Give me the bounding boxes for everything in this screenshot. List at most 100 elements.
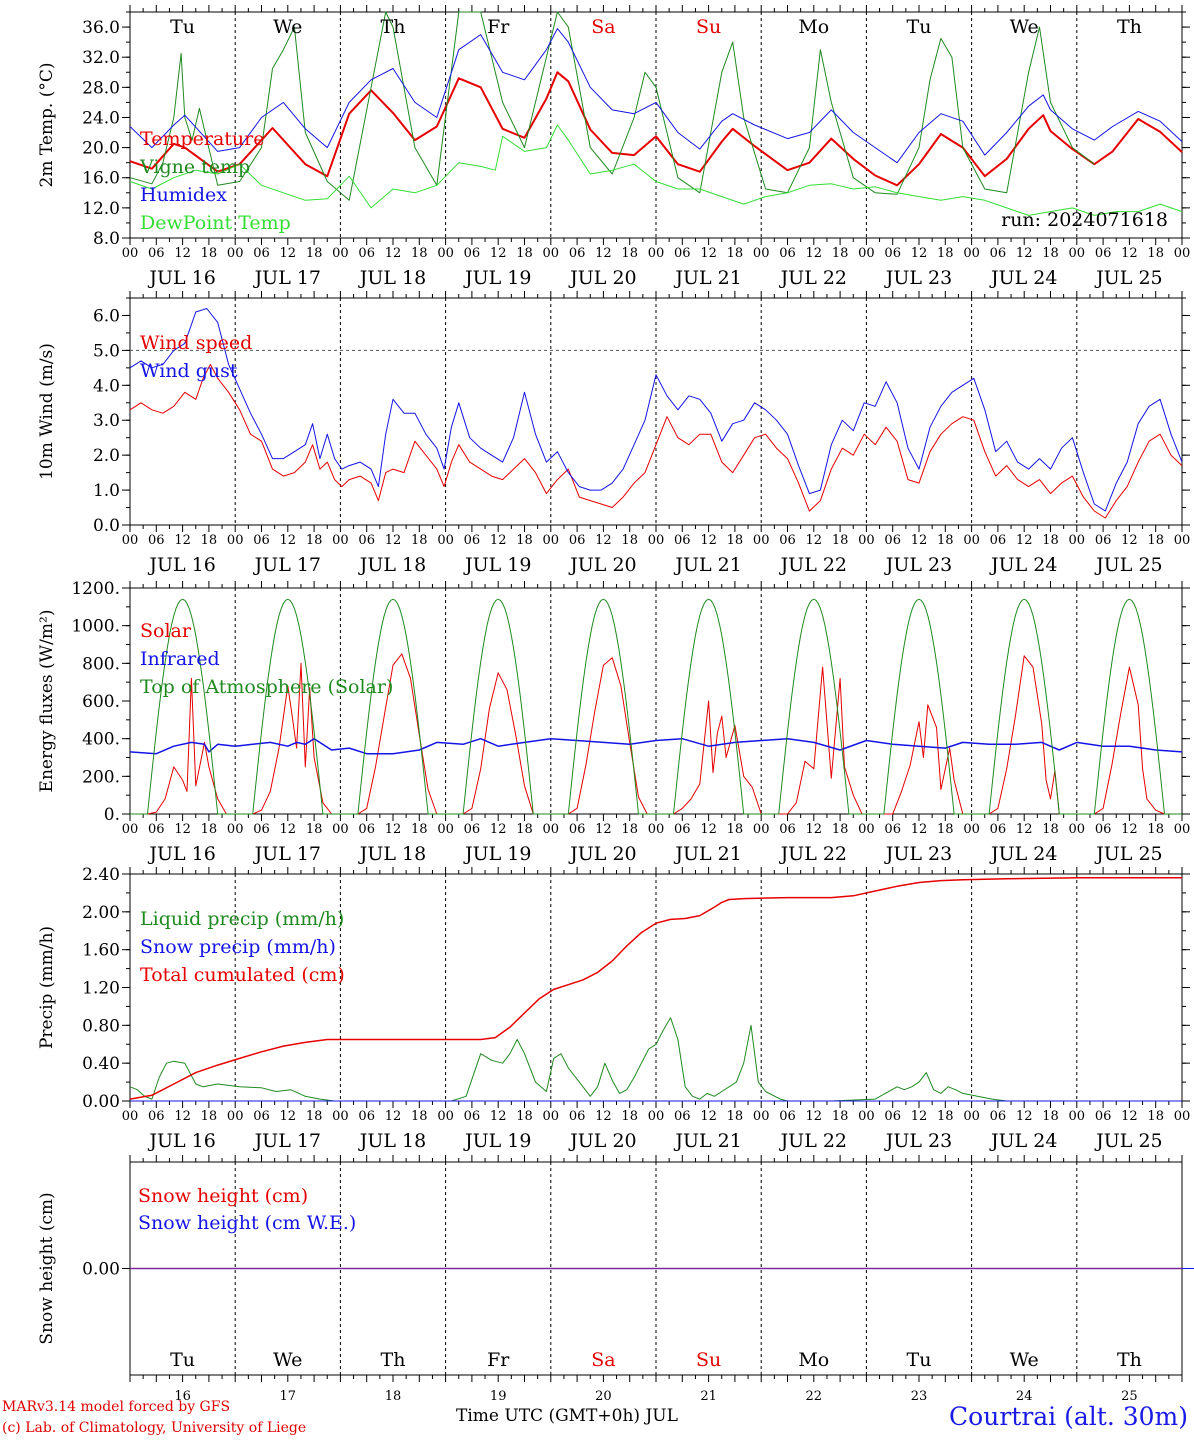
hour-tick-label: 18 — [727, 1109, 744, 1124]
date-label: JUL 20 — [568, 554, 636, 576]
hour-tick-label: 18 — [411, 246, 428, 261]
hour-tick-label: 00 — [543, 1109, 560, 1124]
hour-tick-label: 18 — [411, 1109, 428, 1124]
y-tick-label: 8.0 — [93, 229, 120, 249]
hour-tick-label: 06 — [253, 533, 270, 548]
hour-tick-label: 00 — [543, 246, 560, 261]
hour-tick-label: 06 — [674, 533, 691, 548]
date-label: JUL 16 — [147, 554, 215, 576]
weekday-bottom: We — [1010, 1349, 1039, 1371]
model-credit: MARv3.14 model forced by GFS — [2, 1399, 231, 1415]
hour-tick-label: 12 — [490, 822, 507, 837]
date-label: JUL 16 — [147, 843, 215, 865]
hour-tick-label: 00 — [122, 246, 139, 261]
hour-tick-label: 18 — [411, 822, 428, 837]
legend-dewpoint-temp: DewPoint Temp — [140, 212, 291, 234]
date-label: JUL 25 — [1094, 554, 1162, 576]
series-temperature — [129, 71, 1183, 187]
hour-tick-label: 06 — [148, 533, 165, 548]
hour-tick-label: 12 — [911, 822, 928, 837]
hour-tick-label: 00 — [122, 1109, 139, 1124]
series-liquid-precip-mm-h- — [129, 1017, 1007, 1102]
hour-tick-label: 18 — [1042, 246, 1059, 261]
legend-solar: Solar — [140, 620, 192, 642]
weekday-bottom: We — [273, 1349, 302, 1371]
hour-tick-label: 06 — [464, 1109, 481, 1124]
weekday-bottom: Su — [696, 1349, 721, 1371]
hour-tick-label: 12 — [911, 1109, 928, 1124]
hour-tick-label: 00 — [1069, 246, 1086, 261]
y-tick-label: 1000. — [71, 617, 120, 637]
hour-tick-label: 18 — [516, 533, 533, 548]
y-tick-label: 0.40 — [82, 1054, 120, 1074]
y-tick-label: 2.0 — [93, 446, 120, 466]
hour-tick-label: 00 — [227, 533, 244, 548]
hour-tick-label: 18 — [832, 246, 849, 261]
hour-tick-label: 06 — [674, 1109, 691, 1124]
hour-tick-label: 00 — [332, 822, 349, 837]
hour-tick-label: 12 — [595, 822, 612, 837]
hour-tick-label: 00 — [963, 1109, 980, 1124]
y-tick-label: 800. — [82, 654, 120, 674]
hour-tick-label: 18 — [411, 533, 428, 548]
hour-tick-label: 18 — [727, 822, 744, 837]
weekday-top: We — [273, 16, 302, 38]
hour-tick-label: 06 — [464, 533, 481, 548]
weekday-top: Tu — [170, 16, 195, 38]
hour-tick-label: 06 — [358, 246, 375, 261]
hour-tick-label: 12 — [385, 533, 402, 548]
hour-tick-label: 12 — [1121, 822, 1138, 837]
hour-tick-label: 06 — [464, 246, 481, 261]
date-label: JUL 22 — [779, 843, 847, 865]
date-label: JUL 18 — [358, 843, 426, 865]
hour-tick-label: 06 — [253, 246, 270, 261]
y-tick-label: 20.0 — [82, 139, 120, 159]
hour-tick-label: 18 — [306, 822, 323, 837]
hour-tick-label: 18 — [306, 1109, 323, 1124]
weekday-top: Th — [381, 16, 406, 38]
date-label: JUL 22 — [779, 554, 847, 576]
legend-snow-precip-mm-h-: Snow precip (mm/h) — [140, 936, 336, 958]
hour-tick-label: 18 — [306, 533, 323, 548]
hour-tick-label: 12 — [1016, 822, 1033, 837]
hour-tick-label: 00 — [753, 246, 770, 261]
hour-tick-label: 06 — [884, 533, 901, 548]
y-tick-label: 200. — [82, 767, 120, 787]
legend-humidex: Humidex — [140, 184, 227, 206]
panel-2: 0.0 1.0 2.0 3.0 4.0 5.0 6.0 10m Wind (m/s) Wind … — [37, 291, 1190, 576]
hour-tick-label: 06 — [990, 246, 1007, 261]
hour-tick-label: 00 — [543, 533, 560, 548]
hour-tick-label: 12 — [806, 246, 823, 261]
hour-tick-label: 18 — [937, 533, 954, 548]
hour-tick-label: 00 — [963, 246, 980, 261]
hour-tick-label: 12 — [1016, 246, 1033, 261]
hour-tick-label: 06 — [674, 246, 691, 261]
hour-tick-label: 18 — [937, 822, 954, 837]
date-label: JUL 21 — [673, 1130, 741, 1152]
hour-tick-label: 00 — [1174, 246, 1191, 261]
date-label: JUL 17 — [253, 843, 321, 865]
date-label: JUL 19 — [463, 843, 531, 865]
hour-tick-label: 12 — [1121, 246, 1138, 261]
date-label: JUL 17 — [253, 1130, 321, 1152]
hour-tick-label: 06 — [779, 246, 796, 261]
y-tick-label: 0.00 — [82, 1260, 120, 1280]
hour-tick-label: 06 — [1095, 246, 1112, 261]
hour-tick-label: 12 — [595, 246, 612, 261]
hour-tick-label: 12 — [806, 533, 823, 548]
y-tick-label: 3.0 — [93, 411, 120, 431]
series-infrared — [129, 737, 1183, 755]
hour-tick-label: 06 — [779, 533, 796, 548]
series-wind-gust — [129, 308, 1183, 512]
hour-tick-label: 06 — [253, 1109, 270, 1124]
y-tick-label: 6.0 — [93, 306, 120, 326]
date-label: JUL 18 — [358, 267, 426, 289]
y-tick-label: 0.80 — [82, 1016, 120, 1036]
y-tick-label: 16.0 — [82, 169, 120, 189]
hour-tick-label: 18 — [1147, 533, 1164, 548]
hour-tick-label: 12 — [174, 1109, 191, 1124]
y-tick-label: 24.0 — [82, 108, 120, 128]
legend-wind-gust: Wind gust — [140, 360, 238, 382]
date-label: JUL 23 — [884, 554, 952, 576]
hour-tick-label: 18 — [621, 246, 638, 261]
